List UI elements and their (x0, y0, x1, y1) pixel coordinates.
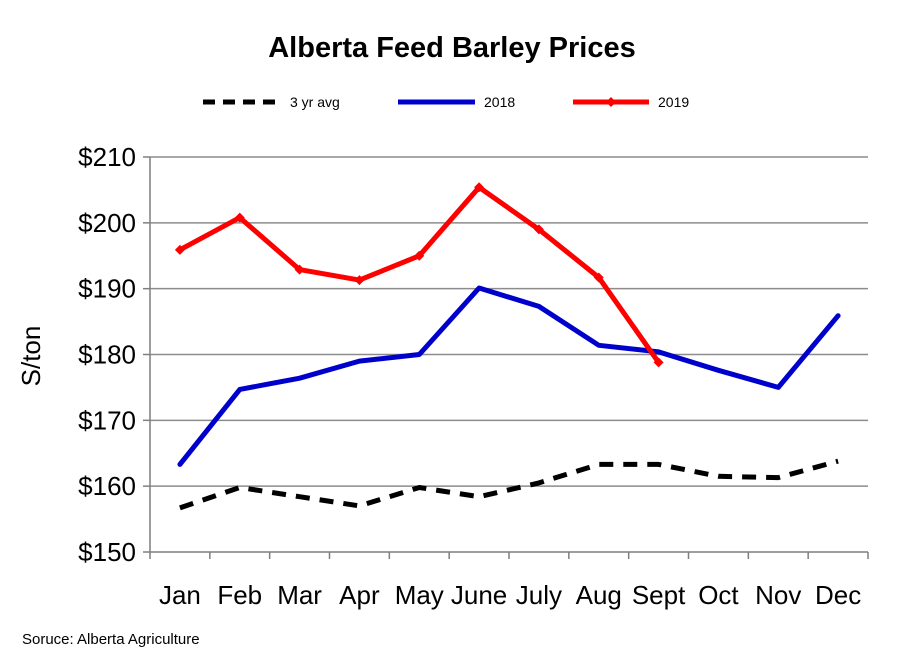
data-point-2019 (653, 357, 664, 368)
x-tick-label: May (395, 580, 444, 610)
x-tick-labels: Jan Feb Mar Apr May June July Aug Sept Oct Nov Dec (159, 580, 861, 610)
gridlines (150, 156, 868, 487)
x-tick-label: Apr (339, 580, 380, 610)
legend-label-2018: 2018 (484, 94, 515, 110)
legend-item-3yr-avg: 3 yr avg (203, 94, 340, 110)
source-note: Soruce: Alberta Agriculture (22, 631, 200, 648)
x-tick-label: Oct (698, 580, 739, 610)
legend-label-3yr-avg: 3 yr avg (290, 94, 340, 110)
y-axis-label: S/ton (16, 326, 46, 387)
x-tick-label: Nov (755, 580, 801, 610)
legend-item-2019: 2019 (573, 94, 689, 110)
x-tick-label: Mar (277, 580, 322, 610)
y-tick-label: $200 (78, 208, 136, 238)
series (174, 182, 841, 511)
data-point-2019 (234, 212, 245, 223)
data-point-2019 (414, 250, 425, 261)
x-tick-label: July (516, 580, 562, 610)
y-tick-labels: $150 $160 $170 $180 $190 $200 $210 (78, 142, 136, 567)
chart-title: Alberta Feed Barley Prices (268, 32, 636, 64)
x-tick-label: Dec (815, 580, 861, 610)
data-point-2019 (174, 244, 185, 255)
x-tick-label: Jan (159, 580, 201, 610)
data-point-2019 (533, 224, 544, 235)
legend-marker-2019 (606, 97, 616, 107)
axes (143, 156, 869, 559)
data-point-2019 (474, 182, 485, 193)
data-point-2019 (593, 272, 604, 283)
data-point-2019 (294, 264, 305, 275)
y-tick-label: $160 (78, 471, 136, 501)
legend-label-2019: 2019 (658, 94, 689, 110)
x-tick-label: Aug (576, 580, 622, 610)
y-tick-label: $190 (78, 274, 136, 304)
legend: 3 yr avg 2018 2019 (203, 94, 689, 110)
series-line-2018 (177, 285, 841, 467)
y-tick-label: $150 (78, 537, 136, 567)
series-line-3-yr-avg (179, 458, 839, 511)
y-tick-label: $170 (78, 405, 136, 435)
y-tick-label: $210 (78, 142, 136, 172)
y-tick-label: $180 (78, 340, 136, 370)
x-tick-label: June (451, 580, 507, 610)
x-tick-label: Feb (217, 580, 262, 610)
legend-item-2018: 2018 (398, 94, 515, 110)
data-point-2019 (354, 275, 365, 286)
x-tick-label: Sept (632, 580, 686, 610)
